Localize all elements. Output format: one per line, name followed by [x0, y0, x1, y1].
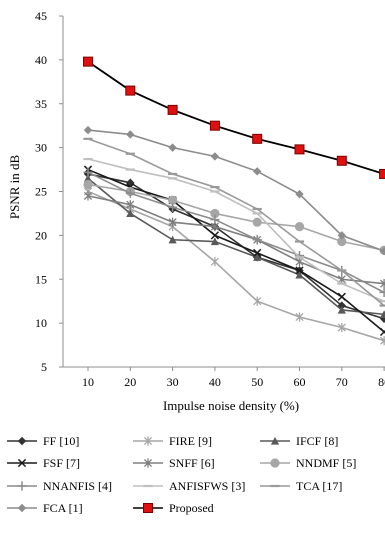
legend-item: NNANFIS [4]: [7, 479, 112, 493]
data-point: [84, 57, 93, 66]
legend-label: NNANFIS [4]: [43, 479, 112, 493]
data-point: [84, 126, 92, 134]
legend-swatch-marker: [144, 504, 153, 513]
legend-label: NNDMF [5]: [296, 456, 356, 470]
data-point: [211, 152, 219, 160]
x-tick-label: 30: [167, 375, 179, 389]
y-tick-label: 40: [35, 53, 47, 67]
legend-item: NNDMF [5]: [260, 456, 356, 470]
legend-label: TCA [17]: [296, 479, 342, 493]
x-tick-label: 40: [209, 375, 221, 389]
data-point: [168, 143, 176, 151]
x-tick-label: 60: [294, 375, 306, 389]
legend-item: FIRE [9]: [133, 434, 212, 448]
data-point: [338, 293, 345, 300]
x-axis-label: Impulse noise density (%): [163, 398, 299, 413]
data-point: [253, 167, 261, 175]
data-point: [168, 105, 177, 114]
legend-label: ANFISFWS [3]: [169, 479, 245, 493]
legend-label: FIRE [9]: [169, 434, 212, 448]
data-point: [211, 257, 218, 266]
data-point: [295, 222, 304, 231]
legend-label: FSF [7]: [43, 456, 80, 470]
data-point: [254, 297, 261, 306]
y-tick-label: 35: [35, 97, 47, 111]
x-tick-label: 10: [82, 375, 94, 389]
legend-label: FCA [1]: [43, 501, 83, 515]
legend-swatch-marker: [270, 458, 279, 467]
legend-swatch-marker: [18, 437, 26, 445]
y-tick-label: 10: [35, 316, 47, 330]
data-point: [295, 145, 304, 154]
x-tick-label: 20: [124, 375, 136, 389]
data-point: [210, 121, 219, 130]
x-tick-label: 70: [336, 375, 348, 389]
data-point: [126, 86, 135, 95]
legend-item: TCA [17]: [260, 479, 342, 493]
legend-label: IFCF [8]: [296, 434, 338, 448]
legend-item: FF [10]: [7, 434, 79, 448]
series-line: [88, 174, 384, 319]
legend-label: SNFF [6]: [169, 456, 215, 470]
legend-label: Proposed: [169, 501, 214, 515]
data-point: [380, 169, 385, 178]
y-tick-label: 25: [35, 185, 47, 199]
series-10: [84, 57, 385, 178]
y-tick-label: 15: [35, 272, 47, 286]
series-layer: [83, 57, 385, 345]
legend-swatch-marker: [18, 504, 26, 512]
y-tick-label: 45: [35, 9, 47, 23]
data-point: [381, 328, 385, 335]
data-point: [126, 130, 134, 138]
legend: FF [10] FIRE [9] IFCF [8] FSF [7] SNFF [6] NN…: [7, 434, 356, 515]
legend-item: FCA [1]: [7, 501, 83, 515]
legend-label: FF [10]: [43, 434, 79, 448]
series-1: [84, 187, 385, 345]
x-tick-label: 50: [251, 375, 263, 389]
y-tick-label: 5: [41, 360, 47, 374]
data-point: [253, 134, 262, 143]
legend-item: IFCF [8]: [260, 434, 338, 448]
legend-swatch-marker: [17, 481, 26, 490]
data-point: [337, 156, 346, 165]
legend-item: Proposed: [133, 501, 214, 515]
y-axis-label: PSNR in dB: [7, 155, 22, 220]
data-point: [380, 288, 385, 297]
data-point: [253, 218, 262, 227]
x-tick-label: 80: [378, 375, 385, 389]
y-tick-label: 30: [35, 141, 47, 155]
legend-item: ANFISFWS [3]: [133, 479, 245, 493]
legend-item: SNFF [6]: [133, 456, 215, 470]
data-point: [83, 180, 92, 189]
y-tick-label: 20: [35, 228, 47, 242]
legend-item: FSF [7]: [7, 456, 80, 470]
